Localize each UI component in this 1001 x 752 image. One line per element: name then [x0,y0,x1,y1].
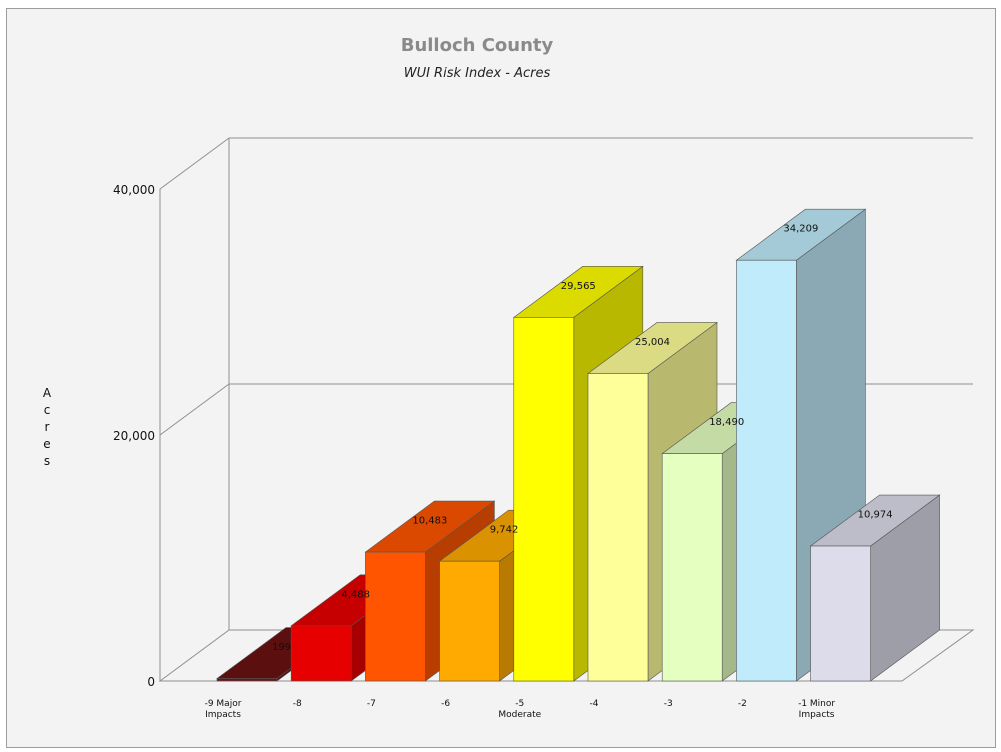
x-category-label: -1 Minor Impacts [798,699,835,720]
data-label: 10,483 [412,516,447,527]
data-label: 18,490 [709,417,744,428]
data-label: 4,488 [341,589,370,600]
x-category-label: -2 [738,699,747,709]
x-category-label: -5 Moderate [498,699,541,720]
x-category-label: -7 [367,699,376,709]
y-tick-label: 40,000 [113,183,155,197]
bar-front-face [736,259,797,682]
x-category-label: -8 [293,699,302,709]
y-axis-label-letter: s [44,454,50,468]
gridline-side [159,383,230,436]
y-axis-ticks: 0 20,000 40,000 [113,183,155,689]
x-axis-categories: -9 Major Impacts -8 -7 -6 -5 Moderate -4 -3 -2 -1 … [205,699,836,720]
bar-front-face [810,545,871,682]
bar-front-face [439,560,500,682]
chart-title: Bulloch County [401,35,554,56]
y-axis-label: Acres [43,386,52,468]
data-label: 25,004 [635,337,670,348]
data-labels: 199 4,488 10,483 9,742 29,565 25,004 18,490 34,… [272,224,893,653]
data-label: 199 [272,642,291,653]
y-tick-label: 0 [147,675,155,689]
data-label: 9,742 [490,525,519,536]
y-axis-label-letter: r [45,420,50,434]
x-category-label: -4 [590,699,599,709]
bars [216,208,941,682]
y-axis-label-letter: c [44,403,51,417]
bar-chart: Bulloch County WUI Risk Index - Acres Ac… [43,35,975,720]
chart-subtitle: WUI Risk Index - Acres [404,66,551,81]
x-category-label: -9 Major Impacts [205,699,242,720]
x-category-label: -3 [664,699,673,709]
bar-front-face [587,373,649,682]
bar [809,494,941,682]
y-axis-label-letter: A [43,386,52,400]
x-category-label: -6 [441,699,450,709]
bar-front-face [290,625,352,682]
bar-front-face [216,678,278,682]
gridline-side [159,137,230,190]
bar-front-face [365,551,426,682]
data-label: 10,974 [858,510,893,521]
bar-front-face [661,453,723,682]
data-label: 29,565 [561,281,596,292]
data-label: 34,209 [783,224,818,235]
y-tick-label: 20,000 [113,429,155,443]
bar-front-face [513,317,575,682]
y-axis-label-letter: e [43,437,50,451]
